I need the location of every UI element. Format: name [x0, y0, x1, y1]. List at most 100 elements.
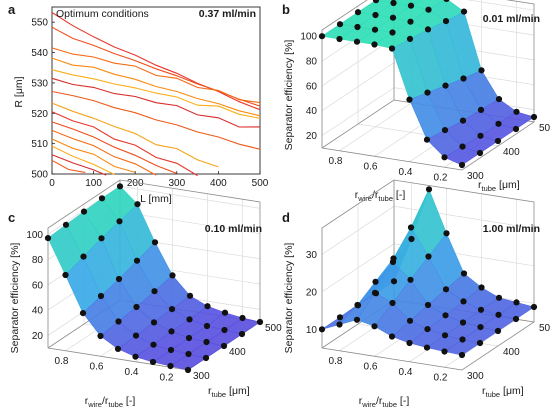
data-point: [185, 350, 192, 358]
data-point: [478, 67, 485, 74]
y-tick-label: 400: [503, 347, 520, 358]
z-tick-label: 40: [306, 106, 318, 117]
data-point: [372, 0, 380, 4]
data-point: [44, 235, 52, 242]
data-point: [408, 235, 415, 243]
y-tick-label: 520: [31, 109, 48, 120]
x-tick-label: 0.4: [399, 367, 413, 378]
data-point: [80, 208, 88, 215]
trace-lines: [51, 12, 261, 177]
flow-rate-label: 0.01 ml/min: [483, 13, 540, 25]
data-point: [389, 299, 396, 307]
data-point: [169, 272, 176, 279]
x-tick-label: 0.8: [55, 356, 69, 367]
data-point: [388, 333, 396, 340]
x-axis-label-part: r: [85, 395, 89, 407]
data-point: [459, 319, 467, 326]
data-point: [388, 45, 396, 52]
x-ticks: 0 100 200 300 400 500: [49, 171, 269, 189]
data-point: [495, 311, 502, 318]
data-point: [133, 257, 141, 264]
data-point: [460, 270, 468, 277]
trace-line: [51, 154, 107, 176]
x-tick-label: 0.4: [125, 367, 139, 378]
data-point: [459, 117, 467, 124]
z-tick-label: 80: [306, 57, 318, 68]
data-point: [256, 318, 264, 326]
x-tick-label: 0.4: [399, 167, 413, 178]
y-ticks: 500 510 520 530 540 550: [31, 18, 55, 181]
data-point: [513, 108, 520, 115]
data-point: [354, 301, 361, 309]
data-point: [477, 132, 484, 139]
data-point: [425, 6, 432, 13]
x-tick-label: 100: [85, 178, 102, 189]
data-point: [203, 338, 210, 346]
data-point: [460, 8, 468, 15]
y-tick-label: 300: [467, 171, 484, 182]
z-tick-label: 60: [32, 280, 44, 291]
data-point: [513, 299, 520, 306]
trace-line: [51, 159, 86, 173]
data-point: [495, 294, 503, 301]
y-axis-label: rtube [μm]: [482, 385, 524, 399]
data-point: [441, 127, 449, 134]
trace-line: [51, 121, 177, 175]
data-point: [371, 289, 379, 296]
data-point: [185, 334, 193, 342]
data-point: [202, 354, 210, 362]
data-point: [62, 221, 70, 228]
data-point: [407, 18, 414, 25]
y-axis-label: R [μm]: [13, 76, 25, 107]
data-point: [115, 275, 123, 283]
y-axis-label: rtube [μm]: [208, 385, 250, 399]
x-tick-label: 0.8: [329, 156, 343, 167]
x-axis-label-part: /r: [102, 395, 109, 407]
data-point: [80, 253, 87, 260]
data-point: [424, 301, 432, 309]
trace-line: [51, 138, 136, 173]
data-point: [318, 33, 326, 40]
data-point: [203, 322, 211, 330]
data-point: [238, 330, 246, 338]
data-point: [372, 11, 379, 19]
data-point: [167, 346, 175, 354]
y-axis-label-part: [μm]: [226, 385, 250, 397]
z-tick-label: 60: [306, 81, 318, 92]
surface: [47, 185, 261, 371]
z-axis-label: Separator efficiency [%]: [283, 243, 295, 354]
x-axis-label-part: [-]: [123, 395, 135, 407]
trace-line: [51, 69, 261, 119]
trace-line: [51, 12, 261, 111]
tick-labels: 20 40 60 80 100 0.8 0.6 0.4 0.2 300 400 500: [300, 32, 550, 184]
data-points: [318, 0, 538, 169]
data-point: [442, 312, 449, 319]
data-point: [530, 303, 538, 311]
y-axis-label-sub: tube: [212, 390, 227, 399]
data-point: [442, 18, 450, 25]
panel-c-surface-chart: 20 40 60 80 100 0.8 0.6 0.4 0.2 300 400 500 0.10 ml/…: [9, 179, 282, 409]
data-point: [336, 21, 344, 28]
data-point: [477, 306, 485, 313]
y-tick-label: 300: [193, 371, 210, 382]
data-point: [167, 362, 174, 370]
data-point: [458, 161, 466, 169]
z-tick-label: 40: [32, 306, 44, 317]
x-tick-label: 0.8: [329, 356, 343, 367]
y-tick-label: 500: [539, 323, 550, 334]
data-point: [371, 26, 379, 33]
y-tick-label: 300: [467, 371, 484, 382]
data-point: [371, 41, 378, 48]
z-tick-label: 100: [26, 230, 43, 241]
x-axis-label-sub: wire: [357, 194, 372, 203]
data-point: [371, 323, 378, 330]
plot-frame: [51, 6, 261, 175]
data-point: [150, 319, 158, 326]
data-point: [425, 186, 433, 193]
x-axis-label-part: /r: [372, 189, 379, 201]
y-tick-label: 400: [503, 147, 520, 158]
x-tick-label: 0: [49, 178, 55, 189]
y-axis-label-part: [μm]: [500, 385, 524, 397]
y-tick-label: 500: [265, 323, 282, 334]
x-axis-label-sub: wire: [361, 400, 376, 409]
